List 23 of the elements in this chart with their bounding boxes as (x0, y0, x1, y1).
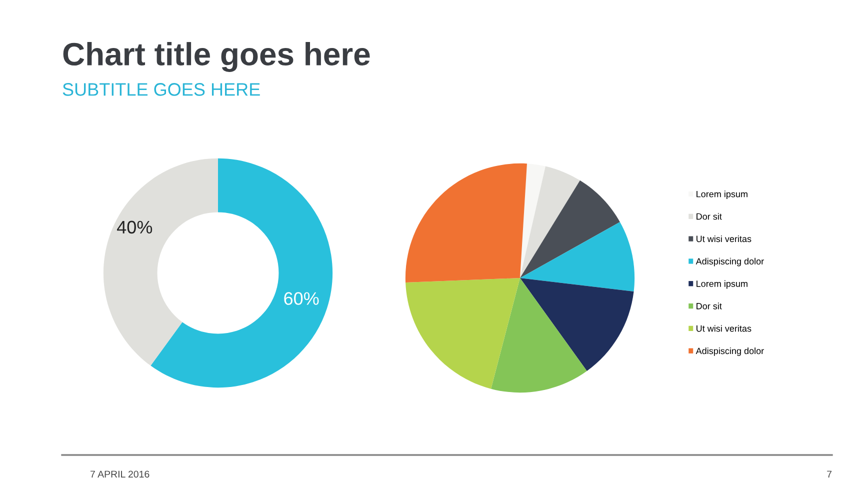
pie-slice (405, 163, 527, 283)
text: 7 APRIL 2016 (90, 470, 150, 478)
legend-label: Lorem ipsum (696, 280, 748, 289)
pie-slice (520, 278, 634, 371)
donut-slice (150, 158, 333, 388)
pie-slice (520, 180, 620, 278)
pie-slice (520, 166, 580, 278)
legend-label: Dor sit (696, 302, 722, 310)
legend-label: Dor sit (696, 213, 722, 220)
donut-slice (103, 158, 218, 366)
pie-slice (491, 278, 587, 393)
legend-label: Lorem ipsum (696, 190, 748, 200)
legend-label: Adispiscing dolor (696, 348, 764, 356)
pie-slice (520, 222, 635, 292)
text: 7 (827, 470, 832, 478)
pie-slice (406, 278, 520, 389)
chart-title: Chart title goes here (63, 42, 370, 72)
chart-subtitle: SUBTITLE GOES HERE (62, 83, 260, 96)
data-label: 40% (116, 220, 152, 234)
legend-label: Ut wisi veritas (696, 325, 752, 332)
legend-label: Adispiscing dolor (696, 258, 764, 266)
data-label: 60% (284, 292, 319, 305)
legend-label: Ut wisi veritas (696, 235, 752, 242)
